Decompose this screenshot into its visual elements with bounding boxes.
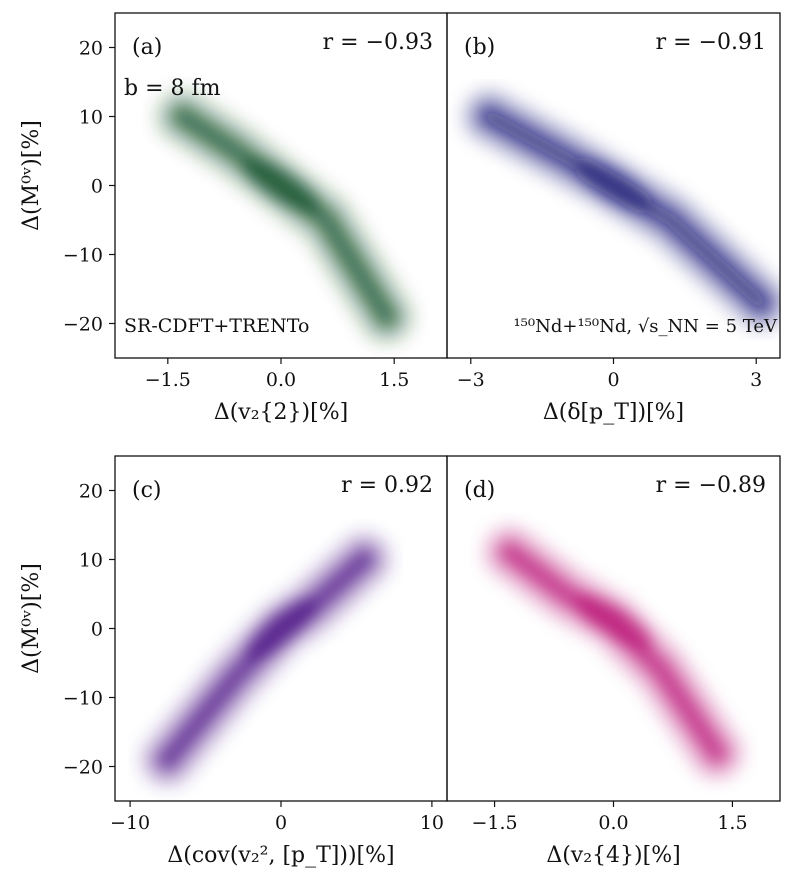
y-tick-label: 10 — [79, 107, 103, 129]
panel-label: (c) — [132, 478, 162, 503]
y-tick-label: 0 — [91, 619, 103, 641]
x-tick-label: 10 — [420, 812, 444, 834]
data-point — [612, 620, 616, 624]
data-point — [181, 115, 185, 119]
x-tick-label: 0.0 — [598, 812, 628, 834]
data-point — [234, 149, 238, 153]
data-point — [508, 551, 512, 555]
y-tick-label: 20 — [79, 481, 103, 503]
density-cloud — [457, 84, 780, 335]
panel-d: −1.5 0.0 1.5 (d) r = −0.89 Δ(v₂{4})[%] — [446, 455, 781, 868]
data-point — [279, 627, 283, 631]
y-tick-label: −20 — [63, 314, 103, 336]
x-tick-label: 1.5 — [379, 369, 409, 391]
x-tick-label: −1.5 — [472, 812, 518, 834]
panel-label: (b) — [464, 35, 495, 60]
data-point — [385, 315, 389, 319]
data-point — [759, 301, 763, 305]
data-point — [166, 758, 170, 762]
x-axis-label: Δ(δ[p_T])[%] — [543, 400, 684, 425]
y-tick-label: −10 — [63, 245, 103, 267]
data-point — [564, 156, 568, 160]
x-tick-label: 0 — [607, 369, 619, 391]
x-tick-label: −1.5 — [145, 369, 191, 391]
panel-label: (a) — [132, 35, 162, 60]
density-cloud — [135, 527, 396, 792]
panel-a: −1.5 0.0 1.5 −20 −10 0 10 20 (a) r = −0.93 Δ(v₂{2}… — [19, 12, 448, 425]
x-tick-label: 0 — [275, 812, 287, 834]
x-tick-label: −3 — [457, 369, 485, 391]
x-tick-label: −10 — [110, 812, 150, 834]
data-point — [659, 668, 663, 672]
impact-parameter-label: b = 8 fm — [124, 76, 221, 101]
x-axis-label: Δ(cov(v₂², [p_T]))[%] — [167, 843, 394, 868]
correlation-label: r = −0.89 — [656, 473, 766, 498]
data-point — [612, 184, 616, 188]
data-point — [234, 675, 238, 679]
density-cloud — [478, 520, 749, 785]
y-tick-label: 20 — [79, 38, 103, 60]
y-tick-label: 10 — [79, 550, 103, 572]
data-point — [669, 218, 673, 222]
y-axis-label: Δ(M⁰ᵛ)[%] — [19, 563, 44, 674]
y-axis-label: Δ(M⁰ᵛ)[%] — [19, 120, 44, 231]
data-point — [362, 558, 366, 562]
model-label: SR-CDFT+TRENTo — [124, 315, 309, 337]
panel-c: −10 0 10 −20 −10 0 10 20 (c) r = 0.92 Δ(cov(v₂², [… — [19, 455, 448, 868]
x-axis-label: Δ(v₂{2})[%] — [214, 400, 348, 425]
panel-b: −3 0 3 (b) r = −0.91 Δ(δ[p_T])[%] ¹⁵⁰Nd+¹⁵⁰Nd,… — [446, 12, 781, 425]
y-tick-label: 0 — [91, 176, 103, 198]
y-tick-label: −10 — [63, 688, 103, 710]
correlation-label: r = 0.92 — [341, 473, 433, 498]
x-tick-label: 0.0 — [266, 369, 296, 391]
x-axis-label: Δ(v₂{4})[%] — [546, 843, 680, 868]
data-point — [309, 606, 313, 610]
x-tick-label: 1.5 — [717, 812, 747, 834]
y-tick-label: −20 — [63, 757, 103, 779]
correlation-label: r = −0.91 — [656, 30, 766, 55]
density-cloud — [150, 84, 419, 349]
data-point — [715, 751, 719, 755]
panels: −1.5 0.0 1.5 −20 −10 0 10 20 (a) r = −0.93 Δ(v₂{2}… — [19, 12, 781, 868]
data-point — [488, 115, 492, 119]
panel-label: (d) — [464, 478, 495, 503]
data-point — [564, 592, 568, 596]
correlation-label: r = −0.93 — [323, 30, 433, 55]
data-point — [324, 218, 328, 222]
collision-system-label: ¹⁵⁰Nd+¹⁵⁰Nd, √s_NN = 5 TeV — [513, 316, 778, 337]
data-point — [279, 184, 283, 188]
x-tick-label: 3 — [750, 369, 762, 391]
